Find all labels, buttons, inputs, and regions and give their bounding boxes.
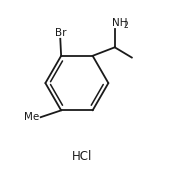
Text: Br: Br bbox=[54, 28, 66, 38]
Text: NH: NH bbox=[112, 18, 128, 28]
Text: 2: 2 bbox=[123, 21, 128, 30]
Text: Me: Me bbox=[24, 112, 39, 122]
Text: HCl: HCl bbox=[72, 150, 92, 163]
